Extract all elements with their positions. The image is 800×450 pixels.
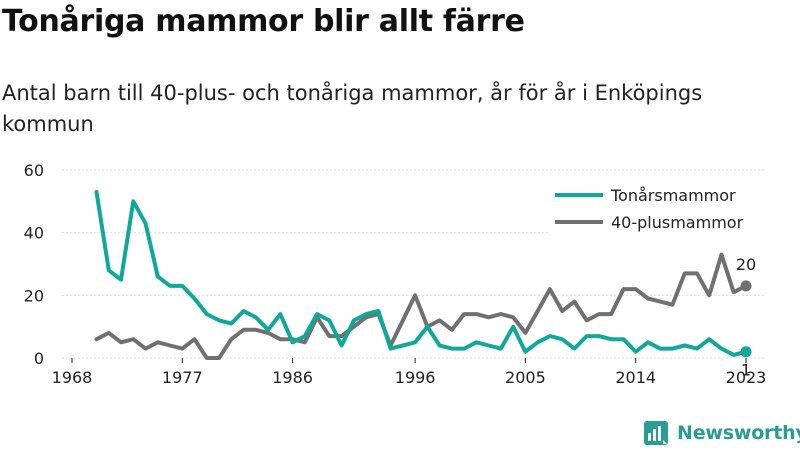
y-axis-ticks: 0 20 40 60 bbox=[24, 161, 44, 368]
series-line-plus40 bbox=[94, 252, 748, 360]
y-tick-label: 20 bbox=[24, 286, 44, 305]
endpoint-marker-plus40 bbox=[740, 280, 752, 292]
y-tick-label: 60 bbox=[24, 161, 44, 180]
legend-label-teen: Tonårsmammor bbox=[610, 186, 736, 205]
endpoint-marker-teen bbox=[740, 346, 752, 358]
series-endpoints: 20 1 bbox=[736, 255, 756, 380]
line-chart: 0 20 40 60 1968 1977 1986 1996 2005 2014 2023 Ton… bbox=[24, 161, 767, 387]
x-tick-label: 2023 bbox=[726, 368, 767, 387]
brand-name: Newsworthy bbox=[677, 422, 800, 444]
endpoint-label-plus40: 20 bbox=[736, 255, 756, 274]
newsworthy-logo: Newsworthy bbox=[644, 420, 800, 446]
endpoint-label-teen: 1 bbox=[741, 361, 751, 380]
y-tick-label: 0 bbox=[34, 349, 44, 368]
x-tick-label: 1968 bbox=[52, 368, 93, 387]
x-tick-label: 1996 bbox=[395, 368, 436, 387]
legend-label-plus40: 40-plusmammor bbox=[611, 213, 744, 232]
x-tick-label: 1986 bbox=[272, 368, 313, 387]
y-tick-label: 40 bbox=[24, 224, 44, 243]
x-axis-ticks: 1968 1977 1986 1996 2005 2014 2023 bbox=[52, 358, 767, 387]
legend: Tonårsmammor 40-plusmammor bbox=[549, 178, 767, 238]
x-tick-label: 2005 bbox=[505, 368, 546, 387]
bar-chart-icon bbox=[644, 421, 668, 445]
x-tick-label: 2014 bbox=[615, 368, 656, 387]
chart-subtitle: Antal barn till 40-plus- och tonåriga ma… bbox=[2, 81, 703, 136]
series-lines bbox=[94, 189, 748, 360]
chart-title: Tonåriga mammor blir allt färre bbox=[2, 4, 525, 39]
legend-background bbox=[549, 178, 767, 238]
series-line-teen bbox=[94, 189, 748, 357]
x-tick-label: 1977 bbox=[162, 368, 203, 387]
